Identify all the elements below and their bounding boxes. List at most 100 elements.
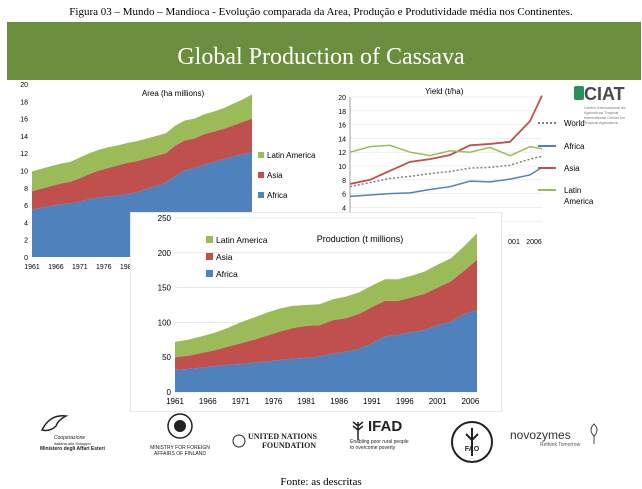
y-tick-label: 14 (338, 136, 346, 143)
un-foundation-logo: UNITED NATIONS FOUNDATION (232, 432, 334, 450)
x-tick-label: 1976 (96, 264, 112, 271)
y-tick-label: 250 (158, 214, 172, 223)
production-chart: 0 50 100 150 200 250 1961 1966 1971 1976 1981 1986 1… (130, 212, 502, 412)
un-emblem-icon (232, 434, 246, 448)
novozymes-word: novozymes (510, 428, 571, 442)
finland-crest-icon (167, 413, 193, 439)
y-tick-label: 2 (24, 238, 28, 245)
y-tick-label: 8 (342, 178, 346, 185)
y-tick-label: 6 (342, 192, 346, 199)
area-series-asia (175, 259, 477, 370)
y-tick-label: 18 (20, 99, 28, 106)
legend-swatch (258, 152, 264, 158)
y-tick-label: 100 (158, 318, 172, 327)
y-tick-label: 50 (162, 353, 171, 362)
ciat-logo: CIAT Centro Internacional de Agricultura… (574, 84, 636, 125)
dove-icon (40, 415, 69, 432)
cooperazione-line1: Cooperazione (54, 435, 86, 441)
y-tick-label: 0 (24, 255, 28, 262)
x-tick-label: 2001 (429, 397, 447, 406)
area-series-africa (175, 309, 477, 392)
area-chart-title: Area (ha millions) (142, 89, 205, 98)
x-tick-label: 001 (508, 239, 520, 245)
y-tick-label: 10 (338, 164, 346, 171)
ifad-word: IFAD (368, 418, 403, 435)
finland-line1: MINISTRY FOR FOREIGN (150, 445, 210, 451)
un-foundation-line1: UNITED NATIONS (248, 432, 317, 441)
legend-swatch (206, 236, 213, 243)
ciat-logo-word: CIAT (584, 84, 625, 104)
y-tick-label: 12 (338, 150, 346, 157)
figure-caption: Figura 03 – Mundo – Mandioca - Evolução … (69, 6, 573, 18)
legend-label: Latin America (564, 186, 594, 206)
yield-line-asia (349, 95, 543, 185)
legend-label: Latin America (267, 151, 316, 160)
area-chart: 0 2 4 6 8 10 12 14 16 18 20 1961 1966 1971 1976 1981 Ar… (20, 82, 316, 271)
x-tick-label: 1981 (297, 397, 315, 406)
x-tick-label: 1996 (396, 397, 414, 406)
legend-swatch (206, 253, 213, 260)
area-series-latin-america (32, 94, 252, 192)
un-foundation-line2: FOUNDATION (262, 441, 317, 450)
legend-swatch (258, 192, 264, 198)
legend-label: Asia (564, 164, 580, 173)
production-chart-title: Production (t millions) (317, 234, 404, 244)
x-tick-label: 1981 (120, 264, 136, 271)
legend-swatch (206, 270, 213, 277)
area-series-asia (32, 118, 252, 210)
x-tick-label: 1966 (199, 397, 217, 406)
area-series-latin-america (175, 233, 477, 358)
y-tick-label: 20 (20, 82, 28, 89)
fao-word: FAO (464, 446, 480, 453)
novozymes-logo: novozymes Rethink Tomorrow (510, 423, 605, 448)
legend-label: Africa (216, 269, 238, 279)
ifad-logo: IFAD Enabling poor rural people to overc… (350, 418, 445, 451)
cooperazione-line3: Ministero degli Affari Esteri (40, 446, 105, 452)
y-tick-label: 18 (338, 109, 346, 116)
x-tick-label: 1971 (232, 397, 250, 406)
legend-label: Asia (267, 171, 283, 180)
y-tick-label: 4 (342, 205, 346, 212)
legend-label: World (564, 119, 585, 128)
x-tick-label: 1971 (72, 264, 88, 271)
x-tick-label: 1966 (48, 264, 64, 271)
x-tick-label: 1991 (363, 397, 381, 406)
y-tick-label: 6 (24, 203, 28, 210)
legend-label: Africa (564, 142, 585, 151)
yield-line-africa (349, 166, 543, 198)
finland-logo: MINISTRY FOR FOREIGN AFFAIRS OF FINLAND (140, 412, 220, 457)
y-tick-label: 20 (338, 95, 346, 102)
y-tick-label: 0 (167, 388, 172, 397)
y-tick-label: 150 (158, 284, 172, 293)
y-tick-label: 12 (20, 151, 28, 158)
y-tick-label: 4 (24, 220, 28, 227)
finland-line2: AFFAIRS OF FINLAND (154, 451, 206, 457)
y-tick-label: 10 (20, 169, 28, 176)
fao-emblem-icon (451, 421, 493, 463)
y-tick-label: 16 (20, 117, 28, 124)
x-tick-label: 1986 (330, 397, 348, 406)
yield-line-world (349, 155, 543, 188)
legend-label: Latin America (216, 235, 268, 245)
ciat-logo-subtitle: Centro Internacional de Agricultura Trop… (584, 105, 626, 125)
y-tick-label: 200 (158, 249, 172, 258)
legend-label: Africa (267, 191, 288, 200)
cooperazione-line2: Italiana allo Sviluppo (54, 441, 91, 446)
x-tick-label: 1961 (24, 264, 40, 271)
legend-label: Asia (216, 252, 233, 262)
ifad-line2: to overcome poverty (350, 445, 396, 451)
novozymes-leaf-icon (590, 423, 598, 444)
legend-swatch (258, 172, 264, 178)
x-tick-label: 1961 (166, 397, 184, 406)
yield-chart-title: Yield (t/ha) (425, 87, 464, 96)
x-tick-label: 2006 (462, 397, 480, 406)
source-footer: Fonte: as descritas (280, 476, 362, 488)
ifad-line1: Enabling poor rural people (350, 439, 409, 445)
novozymes-tag: Rethink Tomorrow (540, 442, 581, 448)
y-tick-label: 8 (24, 186, 28, 193)
ciat-leaf-icon (574, 86, 584, 100)
title-banner (7, 22, 641, 80)
yield-line-latin-america (349, 144, 543, 157)
fao-logo: FAO (450, 420, 494, 464)
y-tick-label: 16 (338, 123, 346, 130)
